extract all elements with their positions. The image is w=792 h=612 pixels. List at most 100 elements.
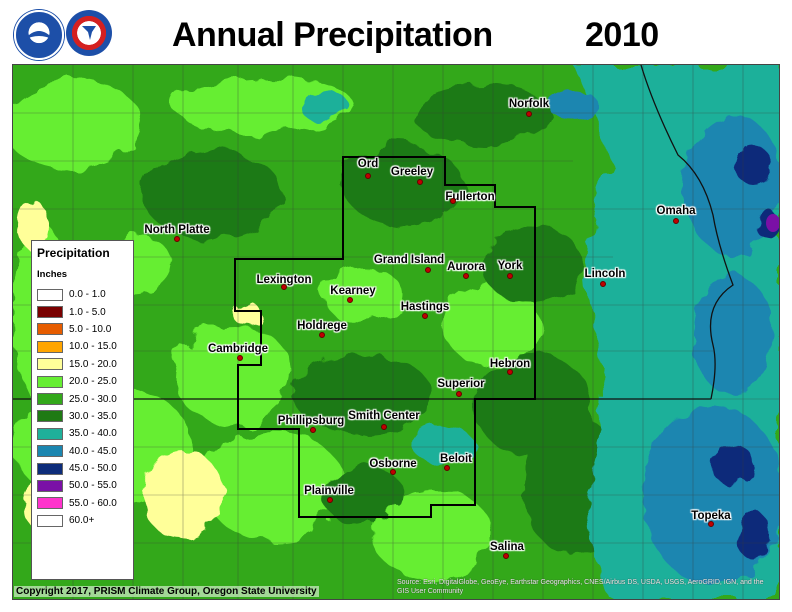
legend-item: 25.0 - 30.0 <box>37 390 133 407</box>
city-marker-fullerton <box>450 198 456 204</box>
city-label-lincoln: Lincoln <box>584 268 626 280</box>
city-marker-lincoln <box>600 281 606 287</box>
city-marker-aurora <box>463 273 469 279</box>
map-year: 2010 <box>585 16 659 54</box>
city-marker-smith-center <box>381 424 387 430</box>
city-label-cambridge: Cambridge <box>207 343 269 355</box>
city-label-topeka: Topeka <box>691 510 731 522</box>
legend-item: 30.0 - 35.0 <box>37 408 133 425</box>
city-marker-topeka <box>708 521 714 527</box>
city-marker-phillipsburg <box>310 427 316 433</box>
legend-label: 60.0+ <box>69 515 95 527</box>
legend-swatch <box>37 514 63 527</box>
city-label-kearney: Kearney <box>330 285 376 297</box>
nws-tornado-icon <box>82 26 96 40</box>
city-marker-osborne <box>390 469 396 475</box>
legend-item: 55.0 - 60.0 <box>37 495 133 512</box>
legend-swatch <box>37 340 63 353</box>
city-label-ord: Ord <box>357 158 379 170</box>
city-marker-kearney <box>347 297 353 303</box>
legend-item: 15.0 - 20.0 <box>37 356 133 373</box>
legend-label: 55.0 - 60.0 <box>69 497 117 509</box>
city-marker-superior <box>456 391 462 397</box>
legend-label: 45.0 - 50.0 <box>69 463 117 475</box>
nws-logo <box>66 10 112 56</box>
city-label-hastings: Hastings <box>400 301 450 313</box>
city-marker-hebron <box>507 369 513 375</box>
legend-item: 0.0 - 1.0 <box>37 286 133 303</box>
legend-item: 40.0 - 45.0 <box>37 443 133 460</box>
city-marker-north-platte <box>174 236 180 242</box>
precipitation-map <box>12 64 780 600</box>
legend-item: 35.0 - 40.0 <box>37 425 133 442</box>
legend-swatch <box>37 427 63 440</box>
legend-label: 35.0 - 40.0 <box>69 428 117 440</box>
precipitation-legend: Precipitation Inches 0.0 - 1.0 1.0 - 5.0… <box>31 240 134 580</box>
city-label-omaha: Omaha <box>656 205 696 217</box>
city-label-york: York <box>497 260 523 272</box>
legend-item: 5.0 - 10.0 <box>37 321 133 338</box>
legend-swatch <box>37 445 63 458</box>
legend-item: 60.0+ <box>37 512 133 529</box>
legend-label: 30.0 - 35.0 <box>69 410 117 422</box>
city-label-superior: Superior <box>437 378 485 390</box>
city-marker-york <box>507 273 513 279</box>
city-label-phillipsburg: Phillipsburg <box>277 415 345 427</box>
legend-items: 0.0 - 1.0 1.0 - 5.0 5.0 - 10.0 10.0 - 15… <box>37 286 133 529</box>
legend-swatch <box>37 306 63 319</box>
precipitation-raster <box>13 65 779 599</box>
city-label-greeley: Greeley <box>390 166 434 178</box>
city-marker-salina <box>503 553 509 559</box>
city-label-grand-island: Grand Island <box>373 254 445 266</box>
city-label-holdrege: Holdrege <box>297 320 347 332</box>
city-label-lexington: Lexington <box>256 274 312 286</box>
legend-swatch <box>37 410 63 423</box>
city-marker-plainville <box>327 497 333 503</box>
city-marker-omaha <box>673 218 679 224</box>
noaa-logo <box>14 10 64 60</box>
legend-swatch <box>37 393 63 406</box>
city-marker-lexington <box>281 284 287 290</box>
city-marker-cambridge <box>237 355 243 361</box>
city-label-hebron: Hebron <box>489 358 531 370</box>
city-label-salina: Salina <box>490 541 524 553</box>
legend-label: 10.0 - 15.0 <box>69 341 117 353</box>
city-marker-ord <box>365 173 371 179</box>
legend-label: 20.0 - 25.0 <box>69 376 117 388</box>
legend-label: 0.0 - 1.0 <box>69 289 106 301</box>
legend-units: Inches <box>37 269 68 280</box>
city-marker-grand-island <box>425 267 431 273</box>
copyright-notice: Copyright 2017, PRISM Climate Group, Ore… <box>14 586 319 597</box>
legend-label: 50.0 - 55.0 <box>69 480 117 492</box>
city-label-fullerton: Fullerton <box>445 191 495 203</box>
city-label-beloit: Beloit <box>440 453 472 465</box>
legend-label: 1.0 - 5.0 <box>69 306 106 318</box>
legend-item: 50.0 - 55.0 <box>37 477 133 494</box>
map-title: Annual Precipitation <box>172 16 493 54</box>
legend-label: 25.0 - 30.0 <box>69 393 117 405</box>
city-label-norfolk: Norfolk <box>508 98 550 110</box>
city-label-north-platte: North Platte <box>144 224 210 236</box>
city-marker-greeley <box>417 179 423 185</box>
legend-swatch <box>37 462 63 475</box>
legend-swatch <box>37 358 63 371</box>
city-marker-holdrege <box>319 332 325 338</box>
city-label-osborne: Osborne <box>369 458 417 470</box>
city-marker-beloit <box>444 465 450 471</box>
city-marker-hastings <box>422 313 428 319</box>
legend-swatch <box>37 479 63 492</box>
legend-swatch <box>37 323 63 336</box>
legend-label: 15.0 - 20.0 <box>69 358 117 370</box>
legend-swatch <box>37 288 63 301</box>
legend-item: 45.0 - 50.0 <box>37 460 133 477</box>
legend-swatch <box>37 375 63 388</box>
noaa-seagull-icon <box>24 31 54 40</box>
legend-label: 40.0 - 45.0 <box>69 445 117 457</box>
legend-item: 1.0 - 5.0 <box>37 303 133 320</box>
legend-swatch <box>37 497 63 510</box>
city-label-aurora: Aurora <box>447 261 485 273</box>
legend-item: 20.0 - 25.0 <box>37 373 133 390</box>
legend-item: 10.0 - 15.0 <box>37 338 133 355</box>
legend-label: 5.0 - 10.0 <box>69 323 112 335</box>
city-label-smith-center: Smith Center <box>348 410 420 422</box>
